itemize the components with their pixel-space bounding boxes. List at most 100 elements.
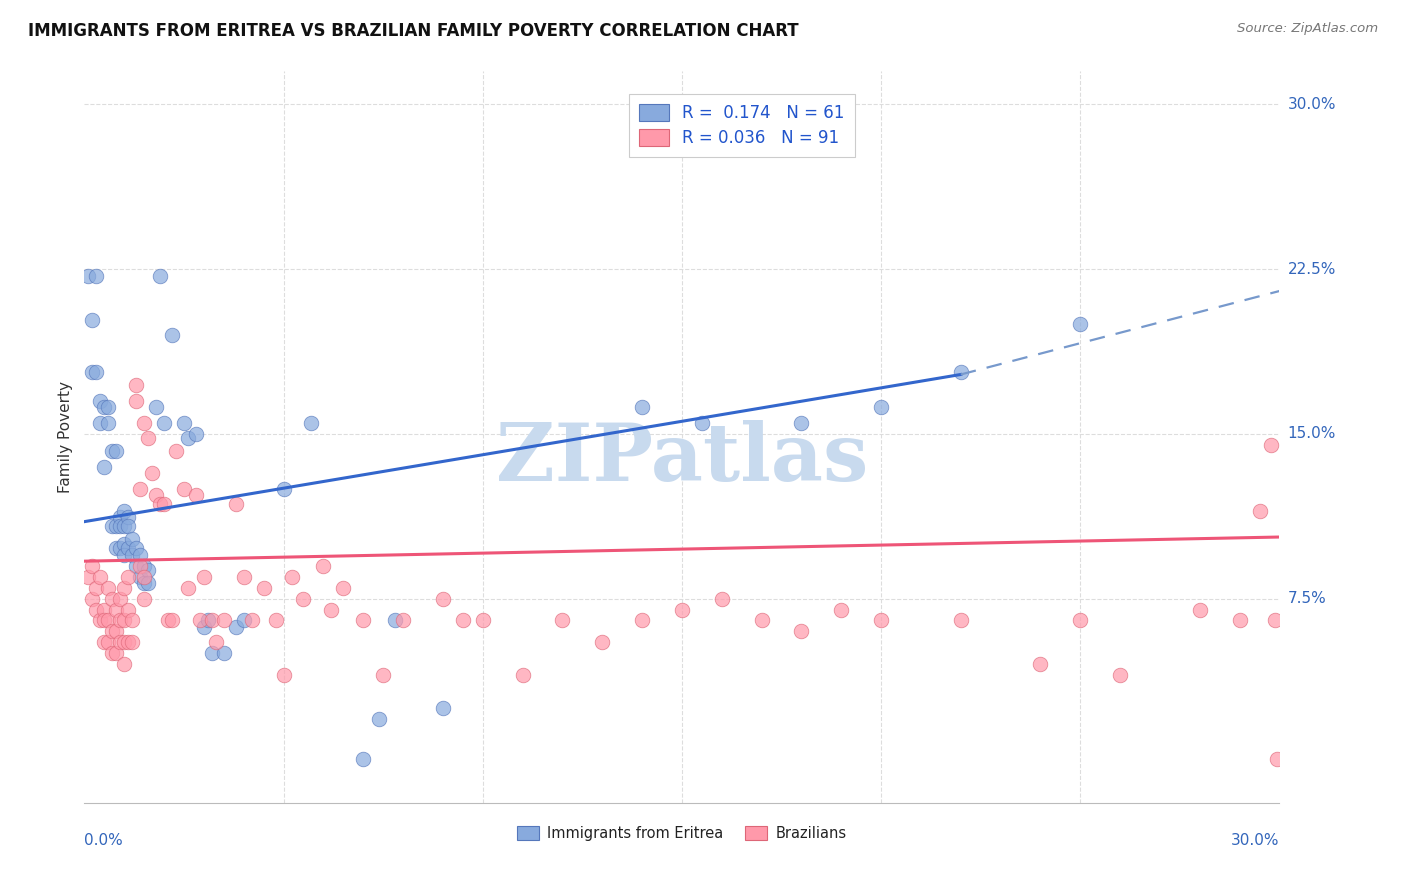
Point <box>201 614 224 628</box>
Point <box>105 647 128 661</box>
Point <box>89 393 111 408</box>
Point <box>949 365 972 379</box>
Point <box>77 268 100 283</box>
Point <box>101 444 124 458</box>
Point <box>153 497 176 511</box>
Point <box>165 444 187 458</box>
Point <box>1260 438 1282 452</box>
Point <box>112 519 135 533</box>
Point <box>93 459 115 474</box>
Point <box>751 614 773 628</box>
Point <box>1249 503 1271 517</box>
Point <box>129 558 152 573</box>
Point <box>112 548 135 562</box>
Point <box>89 569 111 583</box>
Point <box>149 497 172 511</box>
Point <box>132 591 156 606</box>
Point <box>89 416 111 430</box>
Text: 0.0%: 0.0% <box>84 833 124 848</box>
Point <box>129 548 152 562</box>
Point <box>225 497 247 511</box>
Point <box>125 393 148 408</box>
Point <box>121 635 143 649</box>
Point <box>790 416 813 430</box>
Y-axis label: Family Poverty: Family Poverty <box>58 381 73 493</box>
Point <box>125 378 148 392</box>
Point <box>105 602 128 616</box>
Point <box>591 635 613 649</box>
Point <box>112 614 135 628</box>
Point <box>93 401 115 415</box>
Point <box>631 614 654 628</box>
Point <box>225 620 247 634</box>
Point <box>1188 602 1211 616</box>
Point <box>1069 317 1091 331</box>
Point <box>132 416 156 430</box>
Point <box>292 591 315 606</box>
Point <box>149 268 172 283</box>
Point <box>1069 614 1091 628</box>
Point <box>97 581 120 595</box>
Point <box>432 591 454 606</box>
Point <box>117 519 139 533</box>
Point <box>112 635 135 649</box>
Point <box>110 519 132 533</box>
Point <box>86 602 108 616</box>
Point <box>273 668 295 682</box>
Point <box>101 591 124 606</box>
Point <box>212 647 235 661</box>
Point <box>136 431 159 445</box>
Point <box>117 635 139 649</box>
Point <box>321 602 343 616</box>
Point <box>93 602 115 616</box>
Point <box>184 426 207 441</box>
Text: 22.5%: 22.5% <box>1288 261 1336 277</box>
Point <box>384 614 406 628</box>
Point <box>273 482 295 496</box>
Point <box>105 519 128 533</box>
Point <box>160 327 183 342</box>
Point <box>77 569 100 583</box>
Point <box>830 602 852 616</box>
Point <box>86 581 108 595</box>
Point <box>105 541 128 555</box>
Text: 30.0%: 30.0% <box>1232 833 1279 848</box>
Point <box>97 614 120 628</box>
Point <box>710 591 733 606</box>
Point <box>790 624 813 639</box>
Point <box>671 602 693 616</box>
Point <box>870 614 893 628</box>
Point <box>240 614 263 628</box>
Legend: Immigrants from Eritrea, Brazilians: Immigrants from Eritrea, Brazilians <box>510 820 853 847</box>
Point <box>117 510 139 524</box>
Point <box>1029 657 1052 672</box>
Point <box>132 576 156 591</box>
Point <box>132 558 156 573</box>
Point <box>173 416 195 430</box>
Point <box>110 635 132 649</box>
Point <box>551 614 574 628</box>
Point <box>451 614 474 628</box>
Point <box>177 581 200 595</box>
Point <box>101 647 124 661</box>
Point <box>1264 614 1286 628</box>
Point <box>136 563 159 577</box>
Point <box>105 444 128 458</box>
Point <box>352 614 374 628</box>
Point <box>232 614 254 628</box>
Point <box>97 401 120 415</box>
Point <box>690 416 713 430</box>
Point <box>89 614 111 628</box>
Point <box>97 635 120 649</box>
Point <box>160 614 183 628</box>
Point <box>132 569 156 583</box>
Point <box>121 548 143 562</box>
Point <box>392 614 415 628</box>
Point <box>145 488 167 502</box>
Point <box>177 431 200 445</box>
Point <box>173 482 195 496</box>
Text: Source: ZipAtlas.com: Source: ZipAtlas.com <box>1237 22 1378 36</box>
Point <box>110 591 132 606</box>
Point <box>112 581 135 595</box>
Point <box>471 614 494 628</box>
